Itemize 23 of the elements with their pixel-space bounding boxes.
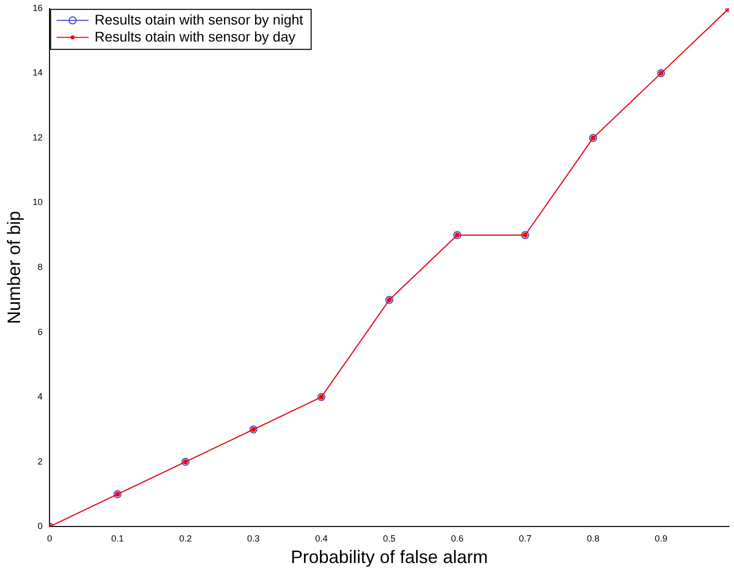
y-axis-title: Number of bip xyxy=(4,210,24,324)
x-axis-title: Probability of false alarm xyxy=(290,547,488,568)
x-tick-label: 0.6 xyxy=(450,533,464,544)
legend-label: Results otain with sensor by day xyxy=(94,28,296,44)
y-tick-label: 2 xyxy=(38,456,43,466)
y-tick-label: 0 xyxy=(38,521,43,532)
legend-label: Results otain with sensor by night xyxy=(94,11,304,28)
y-tick-label: 8 xyxy=(38,262,43,272)
x-tick-label: 0 xyxy=(47,533,52,544)
x-tick-label: 0.8 xyxy=(586,533,600,544)
x-tick-label: 0.1 xyxy=(111,533,124,544)
y-tick-label: 6 xyxy=(38,326,43,337)
y-tick-label: 14 xyxy=(32,68,43,78)
y-tick-label: 4 xyxy=(38,392,43,402)
x-tick-label: 0.7 xyxy=(518,533,532,544)
y-tick-label: 16 xyxy=(32,2,43,13)
y-tick-label: 12 xyxy=(32,132,43,142)
x-tick-label: 0.5 xyxy=(383,533,396,544)
x-tick-label: 0.3 xyxy=(247,533,260,544)
x-tick-label: 0.2 xyxy=(179,533,192,544)
x-tick-label: 0.4 xyxy=(315,533,328,544)
y-tick-label: 10 xyxy=(32,197,43,208)
x-tick-label: 0.9 xyxy=(654,533,668,544)
